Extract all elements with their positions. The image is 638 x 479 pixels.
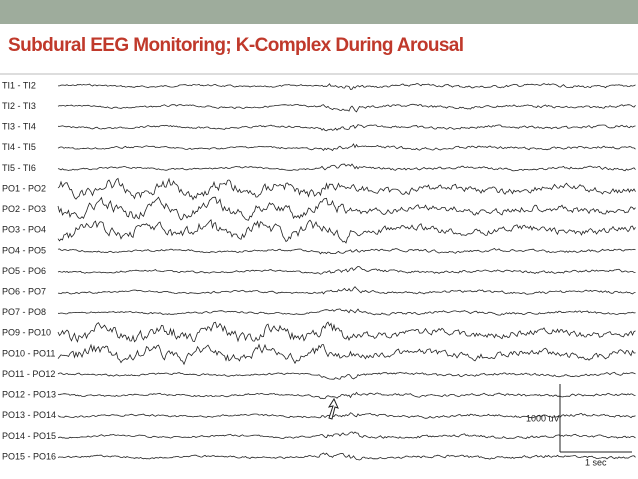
scale-time: 1 sec xyxy=(585,457,607,467)
eeg-trace xyxy=(57,412,636,419)
channel-label: TI4 - TI5 xyxy=(2,142,36,152)
scale-amplitude: 1000 uV xyxy=(526,413,560,423)
channel-label: PO12 - PO13 xyxy=(2,390,56,400)
channel-label: PO6 - PO7 xyxy=(2,286,46,296)
channel-label: PO15 - PO16 xyxy=(2,451,56,461)
eeg-trace xyxy=(57,286,636,295)
top-band xyxy=(0,0,638,24)
eeg-trace xyxy=(57,391,636,400)
eeg-trace xyxy=(57,163,636,172)
eeg-trace xyxy=(57,177,636,201)
eeg-trace xyxy=(57,218,636,244)
channel-label: PO4 - PO5 xyxy=(2,245,46,255)
eeg-trace xyxy=(57,308,636,316)
channel-label: PO10 - PO11 xyxy=(2,348,55,358)
eeg-panel: TI1 - TI2 TI2 - TI3 TI3 - TI4 TI4 - TI5 TI5 … xyxy=(2,80,636,461)
channel-label: TI5 - TI6 xyxy=(2,163,36,173)
channel-label: PO1 - PO2 xyxy=(2,183,46,193)
eeg-trace xyxy=(57,143,636,152)
eeg-trace xyxy=(57,343,636,366)
slide-title: Subdural EEG Monitoring; K-Complex Durin… xyxy=(8,35,463,56)
channel-label: PO13 - PO14 xyxy=(2,410,56,420)
channel-label: PO2 - PO3 xyxy=(2,204,46,214)
eeg-trace xyxy=(57,103,636,113)
eeg-trace xyxy=(57,248,636,255)
channel-label: PO7 - PO8 xyxy=(2,307,46,317)
eeg-trace xyxy=(57,321,636,343)
channel-label: PO11 - PO12 xyxy=(2,369,55,379)
channel-label: PO5 - PO6 xyxy=(2,266,46,276)
channel-label: TI1 - TI2 xyxy=(2,80,36,90)
channel-label: TI2 - TI3 xyxy=(2,101,36,111)
channel-label: TI3 - TI4 xyxy=(2,122,36,132)
eeg-trace xyxy=(57,452,636,461)
eeg-trace xyxy=(57,431,636,440)
eeg-trace xyxy=(57,265,636,275)
eeg-trace xyxy=(57,196,636,221)
arrow xyxy=(327,397,339,420)
channel-label: PO3 - PO4 xyxy=(2,225,46,235)
eeg-trace xyxy=(57,124,636,132)
eeg-trace xyxy=(58,83,636,90)
eeg-trace xyxy=(57,371,636,380)
channel-label: PO14 - PO15 xyxy=(2,431,56,441)
channel-label: PO9 - PO10 xyxy=(2,328,51,338)
